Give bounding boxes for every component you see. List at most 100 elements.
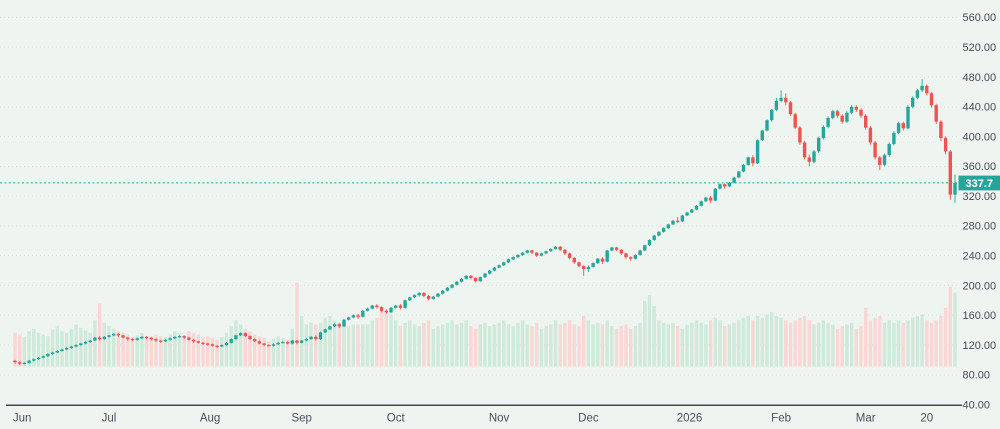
candle	[93, 336, 97, 342]
candle-body	[32, 359, 36, 361]
candle-body	[600, 258, 605, 262]
y-axis-tick-label: 440.00	[963, 102, 997, 114]
candle-body	[553, 246, 558, 249]
volume-bar	[389, 314, 393, 367]
candle	[55, 350, 59, 354]
volume-bar	[929, 322, 934, 367]
candle-body	[666, 224, 670, 229]
candle	[582, 265, 586, 276]
candle-body	[506, 259, 511, 263]
candle	[159, 339, 163, 343]
candle	[116, 333, 121, 337]
candle-body	[149, 337, 153, 340]
candle-body	[591, 263, 595, 267]
candle	[821, 125, 826, 140]
candle	[215, 345, 219, 349]
candle-body	[271, 344, 276, 346]
candle-body	[732, 177, 736, 183]
candle-body	[65, 348, 69, 350]
candle	[591, 262, 595, 268]
volume-bar	[144, 336, 149, 367]
candle	[492, 266, 497, 272]
candle-body	[943, 138, 948, 152]
candle	[788, 100, 793, 116]
last-price-tag: 337.7	[958, 175, 1000, 191]
volume-bar	[121, 332, 125, 367]
candle	[605, 249, 609, 263]
volume-bar	[408, 320, 412, 367]
volume-bar	[643, 300, 647, 367]
y-axis-tick-label: 120.00	[963, 340, 997, 352]
candle-body	[530, 250, 534, 253]
volume-bar	[191, 332, 196, 367]
last-price-tag-label: 337.7	[966, 178, 994, 190]
candle	[647, 239, 652, 246]
candle	[79, 342, 83, 346]
candle-body	[276, 342, 280, 345]
volume-bar	[779, 317, 783, 367]
candle	[177, 335, 182, 338]
candle-body	[586, 266, 591, 270]
volume-bar	[79, 327, 83, 367]
candle-body	[370, 305, 374, 309]
candle-body	[896, 123, 901, 133]
candle-body	[436, 293, 440, 297]
candle	[408, 296, 412, 302]
volume-bar	[619, 326, 623, 367]
x-axis-tick-label: Feb	[771, 413, 791, 425]
volume-bar	[478, 324, 482, 367]
y-axis-tick-label: 40.00	[963, 399, 991, 411]
candle-body	[497, 265, 501, 268]
volume-bar	[290, 328, 294, 367]
y-axis-tick-label: 320.00	[963, 191, 997, 203]
candle-body	[704, 197, 708, 202]
x-axis-tick-label: Dec	[578, 413, 599, 425]
volume-bar	[849, 322, 854, 367]
candle	[295, 339, 299, 345]
candle	[530, 249, 534, 255]
candle	[149, 336, 153, 341]
candle	[497, 264, 501, 269]
candle-body	[934, 105, 938, 122]
candle-body	[79, 343, 83, 346]
candle	[892, 131, 896, 146]
volume-bar	[624, 324, 628, 367]
candle-body	[102, 336, 106, 340]
y-axis-scale[interactable]: 40.00 80.00 120.00 160.00 200.00 240.00 280.00…	[963, 12, 997, 411]
candle	[112, 333, 116, 337]
candle	[342, 318, 346, 328]
volume-bar	[46, 336, 50, 367]
candle-body	[450, 284, 454, 288]
candle	[741, 164, 746, 173]
candle	[224, 342, 229, 346]
candle-body	[483, 273, 487, 278]
volume-bar	[807, 320, 811, 367]
volume-bar	[723, 326, 727, 367]
candle	[464, 275, 468, 280]
candle	[140, 336, 144, 340]
candle-body	[196, 341, 200, 343]
candle	[83, 341, 88, 345]
candle	[878, 155, 882, 171]
candle	[732, 176, 736, 184]
candle-body	[314, 336, 318, 340]
candle-body	[596, 258, 600, 264]
candle-body	[206, 343, 210, 345]
volume-bar	[812, 324, 816, 367]
candle-body	[22, 362, 27, 365]
candle	[483, 272, 487, 279]
volume-bar	[370, 320, 374, 367]
volume-bar	[365, 324, 370, 367]
volume-bar	[934, 320, 938, 367]
candle-body	[351, 315, 356, 318]
volume-bar	[285, 339, 290, 367]
candle	[309, 336, 313, 340]
candle	[760, 129, 764, 142]
volume-bar	[126, 334, 130, 367]
volume-bar	[906, 320, 910, 367]
x-axis-scale[interactable]: Jun Jul Aug Sep Oct Nov Dec 2026 Feb Mar 20	[13, 413, 933, 425]
candle	[412, 294, 417, 299]
volume-bar	[629, 328, 633, 367]
